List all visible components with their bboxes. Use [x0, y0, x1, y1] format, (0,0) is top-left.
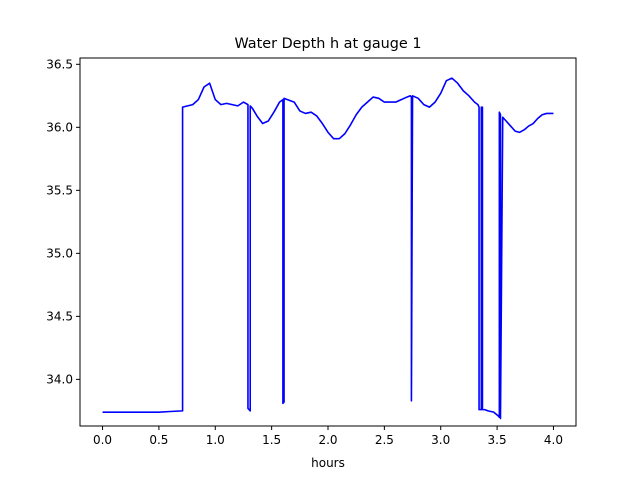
- chart-title: Water Depth h at gauge 1: [234, 36, 421, 52]
- x-tick-label: 2.0: [318, 433, 337, 447]
- y-tick-label: 34.0: [46, 372, 73, 386]
- x-tick-label: 2.5: [375, 433, 394, 447]
- x-tick-label: 1.5: [262, 433, 281, 447]
- y-tick-label: 35.5: [46, 183, 73, 197]
- x-axis-ticks: 0.0 0.5 1.0 1.5 2.0 2.5 3.0 3.5 4.0: [93, 426, 563, 447]
- x-tick-label: 0.5: [149, 433, 168, 447]
- x-axis-label: hours: [311, 456, 345, 470]
- y-tick-label: 35.0: [46, 246, 73, 260]
- y-axis-ticks: 34.0 34.5 35.0 35.5 36.0 36.5: [46, 57, 80, 386]
- y-tick-label: 36.5: [46, 57, 73, 71]
- x-tick-label: 3.5: [488, 433, 507, 447]
- x-tick-label: 0.0: [93, 433, 112, 447]
- series-layer: [102, 77, 554, 420]
- plot-frame: [79, 57, 577, 427]
- x-tick-label: 3.0: [431, 433, 450, 447]
- y-tick-label: 34.5: [46, 309, 73, 323]
- series-line: [102, 77, 554, 420]
- x-tick-label: 4.0: [544, 433, 563, 447]
- y-tick-label: 36.0: [46, 120, 73, 134]
- x-tick-label: 1.0: [206, 433, 225, 447]
